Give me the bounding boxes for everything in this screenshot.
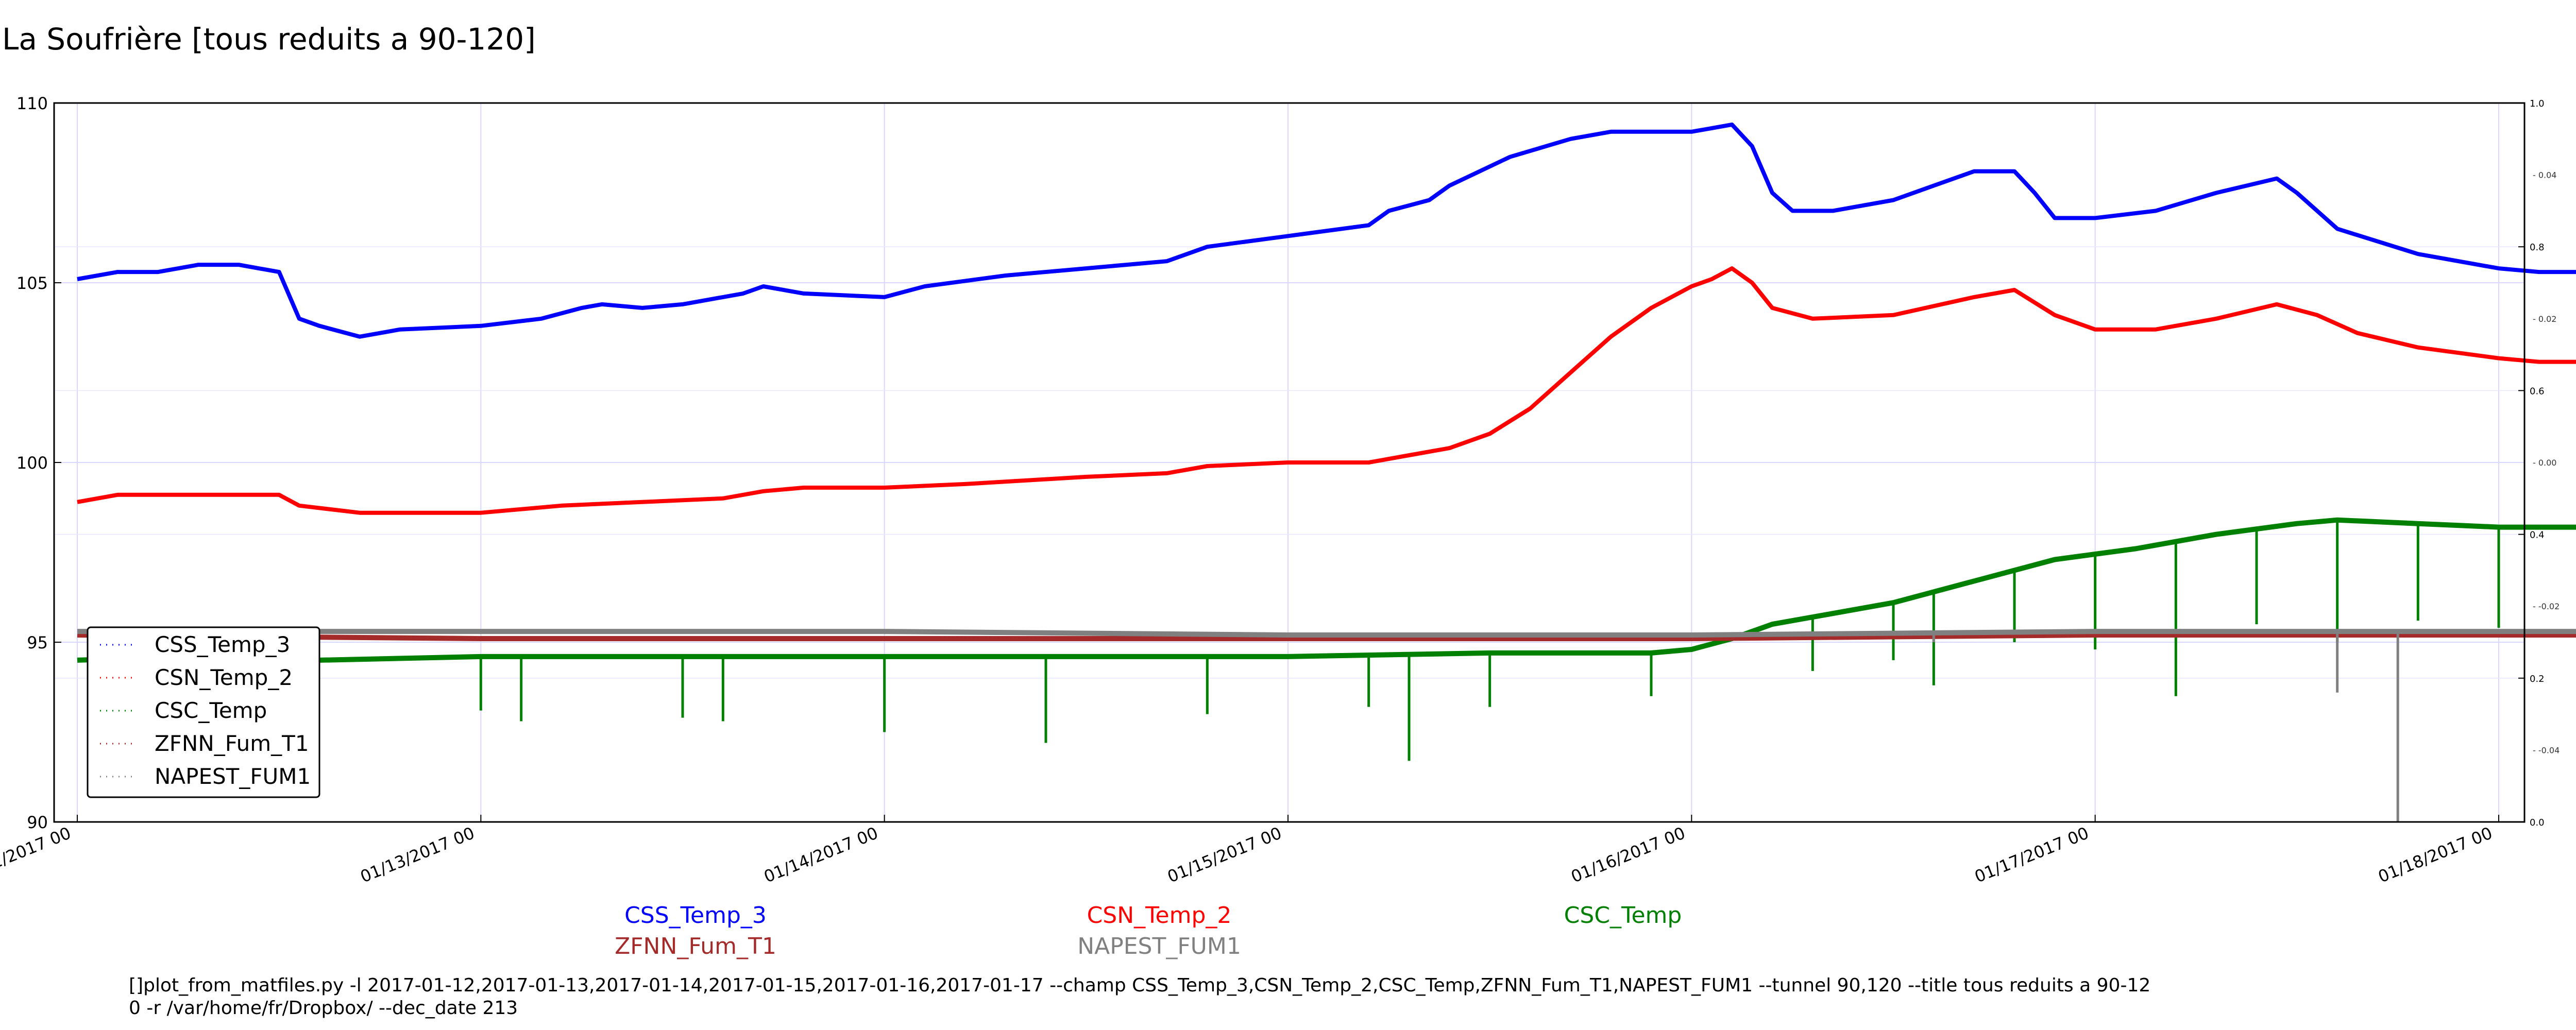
- legend: CSS_Temp_3 CSN_Temp_2 CSC_Temp ZFNN_Fum_T1 N…: [87, 626, 320, 798]
- right-minor-tick-label: - 0.00: [2533, 458, 2556, 468]
- x-tick-label: 01/15/2017 00: [1165, 823, 1284, 886]
- y-tick-label: 90: [27, 813, 48, 832]
- legend-label: CSS_Temp_3: [155, 632, 290, 657]
- right-tick-label: 0.6: [2530, 386, 2545, 397]
- legend-box: [87, 626, 320, 798]
- legend-label: ZFNN_Fum_T1: [155, 731, 309, 756]
- y-tick-label: 110: [16, 94, 48, 113]
- legend-label: NAPEST_FUM1: [155, 764, 311, 789]
- series-line: [77, 632, 2576, 641]
- command-line-1: []plot_from_matfiles.py -l 2017-01-12,20…: [129, 975, 2151, 996]
- series-CSC_Temp: [77, 517, 2576, 761]
- series-line: [77, 629, 2576, 638]
- x-tick-label: 01/14/2017 00: [761, 823, 880, 886]
- bottom-label-CSS_Temp_3: CSS_Temp_3: [624, 902, 767, 929]
- command-line: []plot_from_matfiles.py -l 2017-01-12,20…: [129, 974, 2150, 1020]
- bottom-label-ZFNN_Fum_T1: ZFNN_Fum_T1: [615, 933, 776, 959]
- series-line: [77, 122, 2576, 339]
- legend-label: CSC_Temp: [155, 698, 267, 723]
- x-tick-label: 01/12/2017 00: [0, 823, 74, 886]
- bottom-label-NAPEST_FUM1: NAPEST_FUM1: [1077, 933, 1241, 959]
- right-tick-label: 0.0: [2530, 817, 2545, 828]
- x-tick-label: 01/16/2017 00: [1568, 823, 1688, 886]
- x-tick-label: 01/13/2017 00: [358, 823, 477, 886]
- series-line: [77, 266, 2576, 515]
- legend-label: CSN_Temp_2: [155, 665, 293, 690]
- right-tick-label: 1.0: [2530, 98, 2545, 109]
- series-ZFNN_Fum_T1: [77, 632, 2576, 641]
- y-tick-label: 100: [16, 453, 48, 473]
- x-tick-label: 01/17/2017 00: [1972, 823, 2091, 886]
- right-minor-tick-label: - -0.04: [2533, 745, 2560, 755]
- x-tick-label: 01/18/2017 00: [2376, 823, 2495, 886]
- series-CSS_Temp_3: [77, 122, 2576, 339]
- y-tick-label: 105: [16, 273, 48, 293]
- series-NAPEST_FUM1: [77, 629, 2576, 822]
- chart-title: La Soufrière [tous reduits a 90-120]: [2, 22, 536, 57]
- right-minor-tick-label: - 0.02: [2533, 314, 2556, 324]
- right-minor-tick-label: - 0.04: [2533, 170, 2556, 180]
- axis-layer: 01/12/2017 00 01/13/2017 00 01/14/2017 00 0…: [0, 94, 2560, 887]
- series-CSN_Temp_2: [77, 266, 2576, 515]
- bottom-label-CSN_Temp_2: CSN_Temp_2: [1087, 902, 1232, 929]
- command-line-2: 0 -r /var/home/fr/Dropbox/ --dec_date 21…: [129, 998, 518, 1019]
- right-tick-label: 0.8: [2530, 242, 2545, 253]
- right-minor-tick-label: - -0.02: [2533, 602, 2560, 611]
- right-tick-label: 0.4: [2530, 530, 2545, 541]
- right-tick-label: 0.2: [2530, 674, 2545, 684]
- y-tick-label: 95: [27, 633, 48, 653]
- grid-layer: [54, 103, 2524, 822]
- series-layer: [77, 122, 2576, 822]
- bottom-label-CSC_Temp: CSC_Temp: [1564, 902, 1682, 929]
